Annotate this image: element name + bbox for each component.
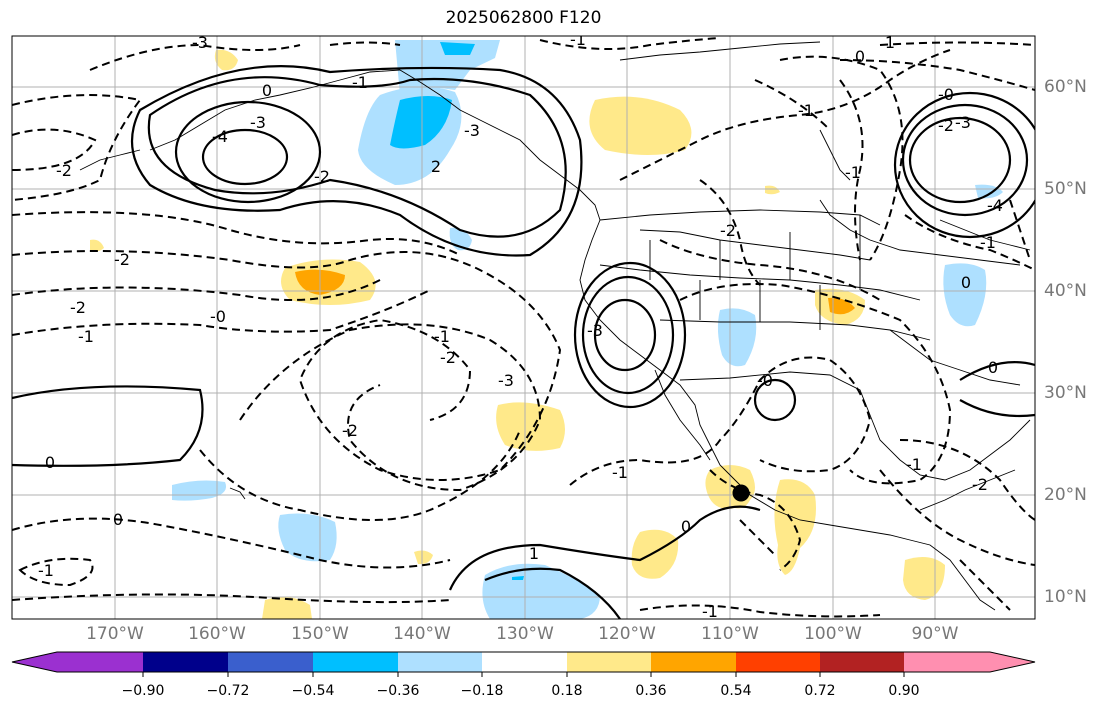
contour-label: -3 — [955, 113, 971, 132]
lon-label: 120°W — [598, 624, 656, 644]
colorbar-tick-label: 0.90 — [888, 683, 920, 699]
colorbar-tick-label: 0.72 — [804, 683, 836, 699]
colorbar-tick-label: 0.54 — [720, 683, 752, 699]
lat-label: 40°N — [1044, 281, 1087, 301]
contour-label: -1 — [845, 163, 861, 182]
contour-label: -3 — [192, 33, 208, 52]
colorbar — [11, 651, 1036, 677]
contour-label: -1 — [570, 30, 586, 49]
lon-label: 100°W — [804, 624, 862, 644]
contour-label: -2 — [938, 116, 954, 135]
contour-label: -4 — [212, 127, 228, 146]
contour-label: -0 — [938, 85, 954, 104]
contour-label: -1 — [612, 463, 628, 482]
lat-label: 20°N — [1044, 485, 1087, 505]
contour-label: -1 — [434, 327, 450, 346]
contour-labels: -3 -1 -4 -3 -2 0 -1 -3 2 -2 -2 -2 -1 -0 … — [38, 30, 1003, 621]
colorbar-segment — [567, 652, 651, 672]
contour-label: -2 — [342, 421, 358, 440]
map-frame — [11, 35, 1036, 620]
contour-label: -0 — [210, 307, 226, 326]
contour-label: -4 — [987, 196, 1003, 215]
lat-label: 50°N — [1044, 179, 1087, 199]
contour-label: 2 — [431, 157, 441, 176]
contour-label: -1 — [352, 73, 368, 92]
contour-label: -2 — [114, 250, 130, 269]
contour-label: -1 — [980, 233, 996, 252]
colorbar-segment — [904, 652, 990, 672]
contour-label: -1 — [702, 602, 718, 621]
contour-label: 0 — [855, 47, 865, 66]
lon-label: 130°W — [496, 624, 554, 644]
colorbar-tick-label: 0.36 — [635, 683, 667, 699]
lat-label: 60°N — [1044, 77, 1087, 97]
contour-label: -2 — [56, 161, 72, 180]
contour-label: 0 — [45, 453, 55, 472]
lon-label: 90°W — [911, 624, 959, 644]
contour-label: -3 — [587, 321, 603, 340]
contour-label: 0 — [262, 81, 272, 100]
colorbar-segment — [482, 652, 567, 672]
colorbar-segment — [820, 652, 904, 672]
contour-label: 1 — [529, 544, 539, 563]
colorbar-tick-label: −0.90 — [121, 683, 165, 699]
lon-label: 110°W — [701, 624, 759, 644]
colorbar-extend-high — [990, 652, 1035, 672]
colorbar-tick-label: −0.72 — [206, 683, 250, 699]
contour-label: -3 — [250, 113, 266, 132]
coastlines — [79, 41, 1031, 611]
contour-label: -2 — [720, 221, 736, 240]
contour-label: 0 — [988, 358, 998, 377]
lat-label: 10°N — [1044, 587, 1087, 607]
contour-label: -0 — [757, 371, 773, 390]
colorbar-segment — [651, 652, 736, 672]
contour-label: -1 — [906, 455, 922, 474]
contour-label: 0 — [961, 273, 971, 292]
contour-label: -2 — [314, 167, 330, 186]
colorbar-segment — [736, 652, 820, 672]
contour-label: -1 — [798, 101, 814, 120]
contour-label: -3 — [498, 371, 514, 390]
colorbar-segment — [143, 652, 228, 672]
colorbar-segment — [57, 652, 143, 672]
contour-label: 0 — [681, 517, 691, 536]
colorbar-tick-label: −0.18 — [460, 683, 504, 699]
colorbar-segment — [313, 652, 398, 672]
contours-positive — [12, 64, 1035, 619]
contour-label: -2 — [972, 475, 988, 494]
colorbar-tick-label: −0.36 — [376, 683, 420, 699]
lon-label: 170°W — [86, 624, 144, 644]
lon-label: 160°W — [188, 624, 246, 644]
map-title: 2025062800 F120 — [445, 8, 602, 28]
gridlines — [12, 36, 1035, 619]
colorbar-outline — [11, 651, 1036, 673]
location-marker — [732, 484, 750, 502]
colorbar-segment — [398, 652, 482, 672]
colorbar-extend-low — [12, 652, 57, 672]
colorbar-tick-label: −0.54 — [291, 683, 335, 699]
contours-negative — [12, 37, 1035, 618]
contour-label: 0 — [113, 510, 123, 529]
contour-label: -2 — [70, 298, 86, 317]
colorbar-tick-label: 0.18 — [551, 683, 583, 699]
contour-label: -1 — [78, 327, 94, 346]
contour-label: -3 — [464, 121, 480, 140]
lat-label: 30°N — [1044, 383, 1087, 403]
contour-label: -1 — [38, 561, 54, 580]
colorbar-segment — [228, 652, 313, 672]
contour-label: -2 — [440, 348, 456, 367]
lon-label: 140°W — [393, 624, 451, 644]
contour-label: 1 — [885, 33, 895, 52]
lon-label: 150°W — [291, 624, 349, 644]
